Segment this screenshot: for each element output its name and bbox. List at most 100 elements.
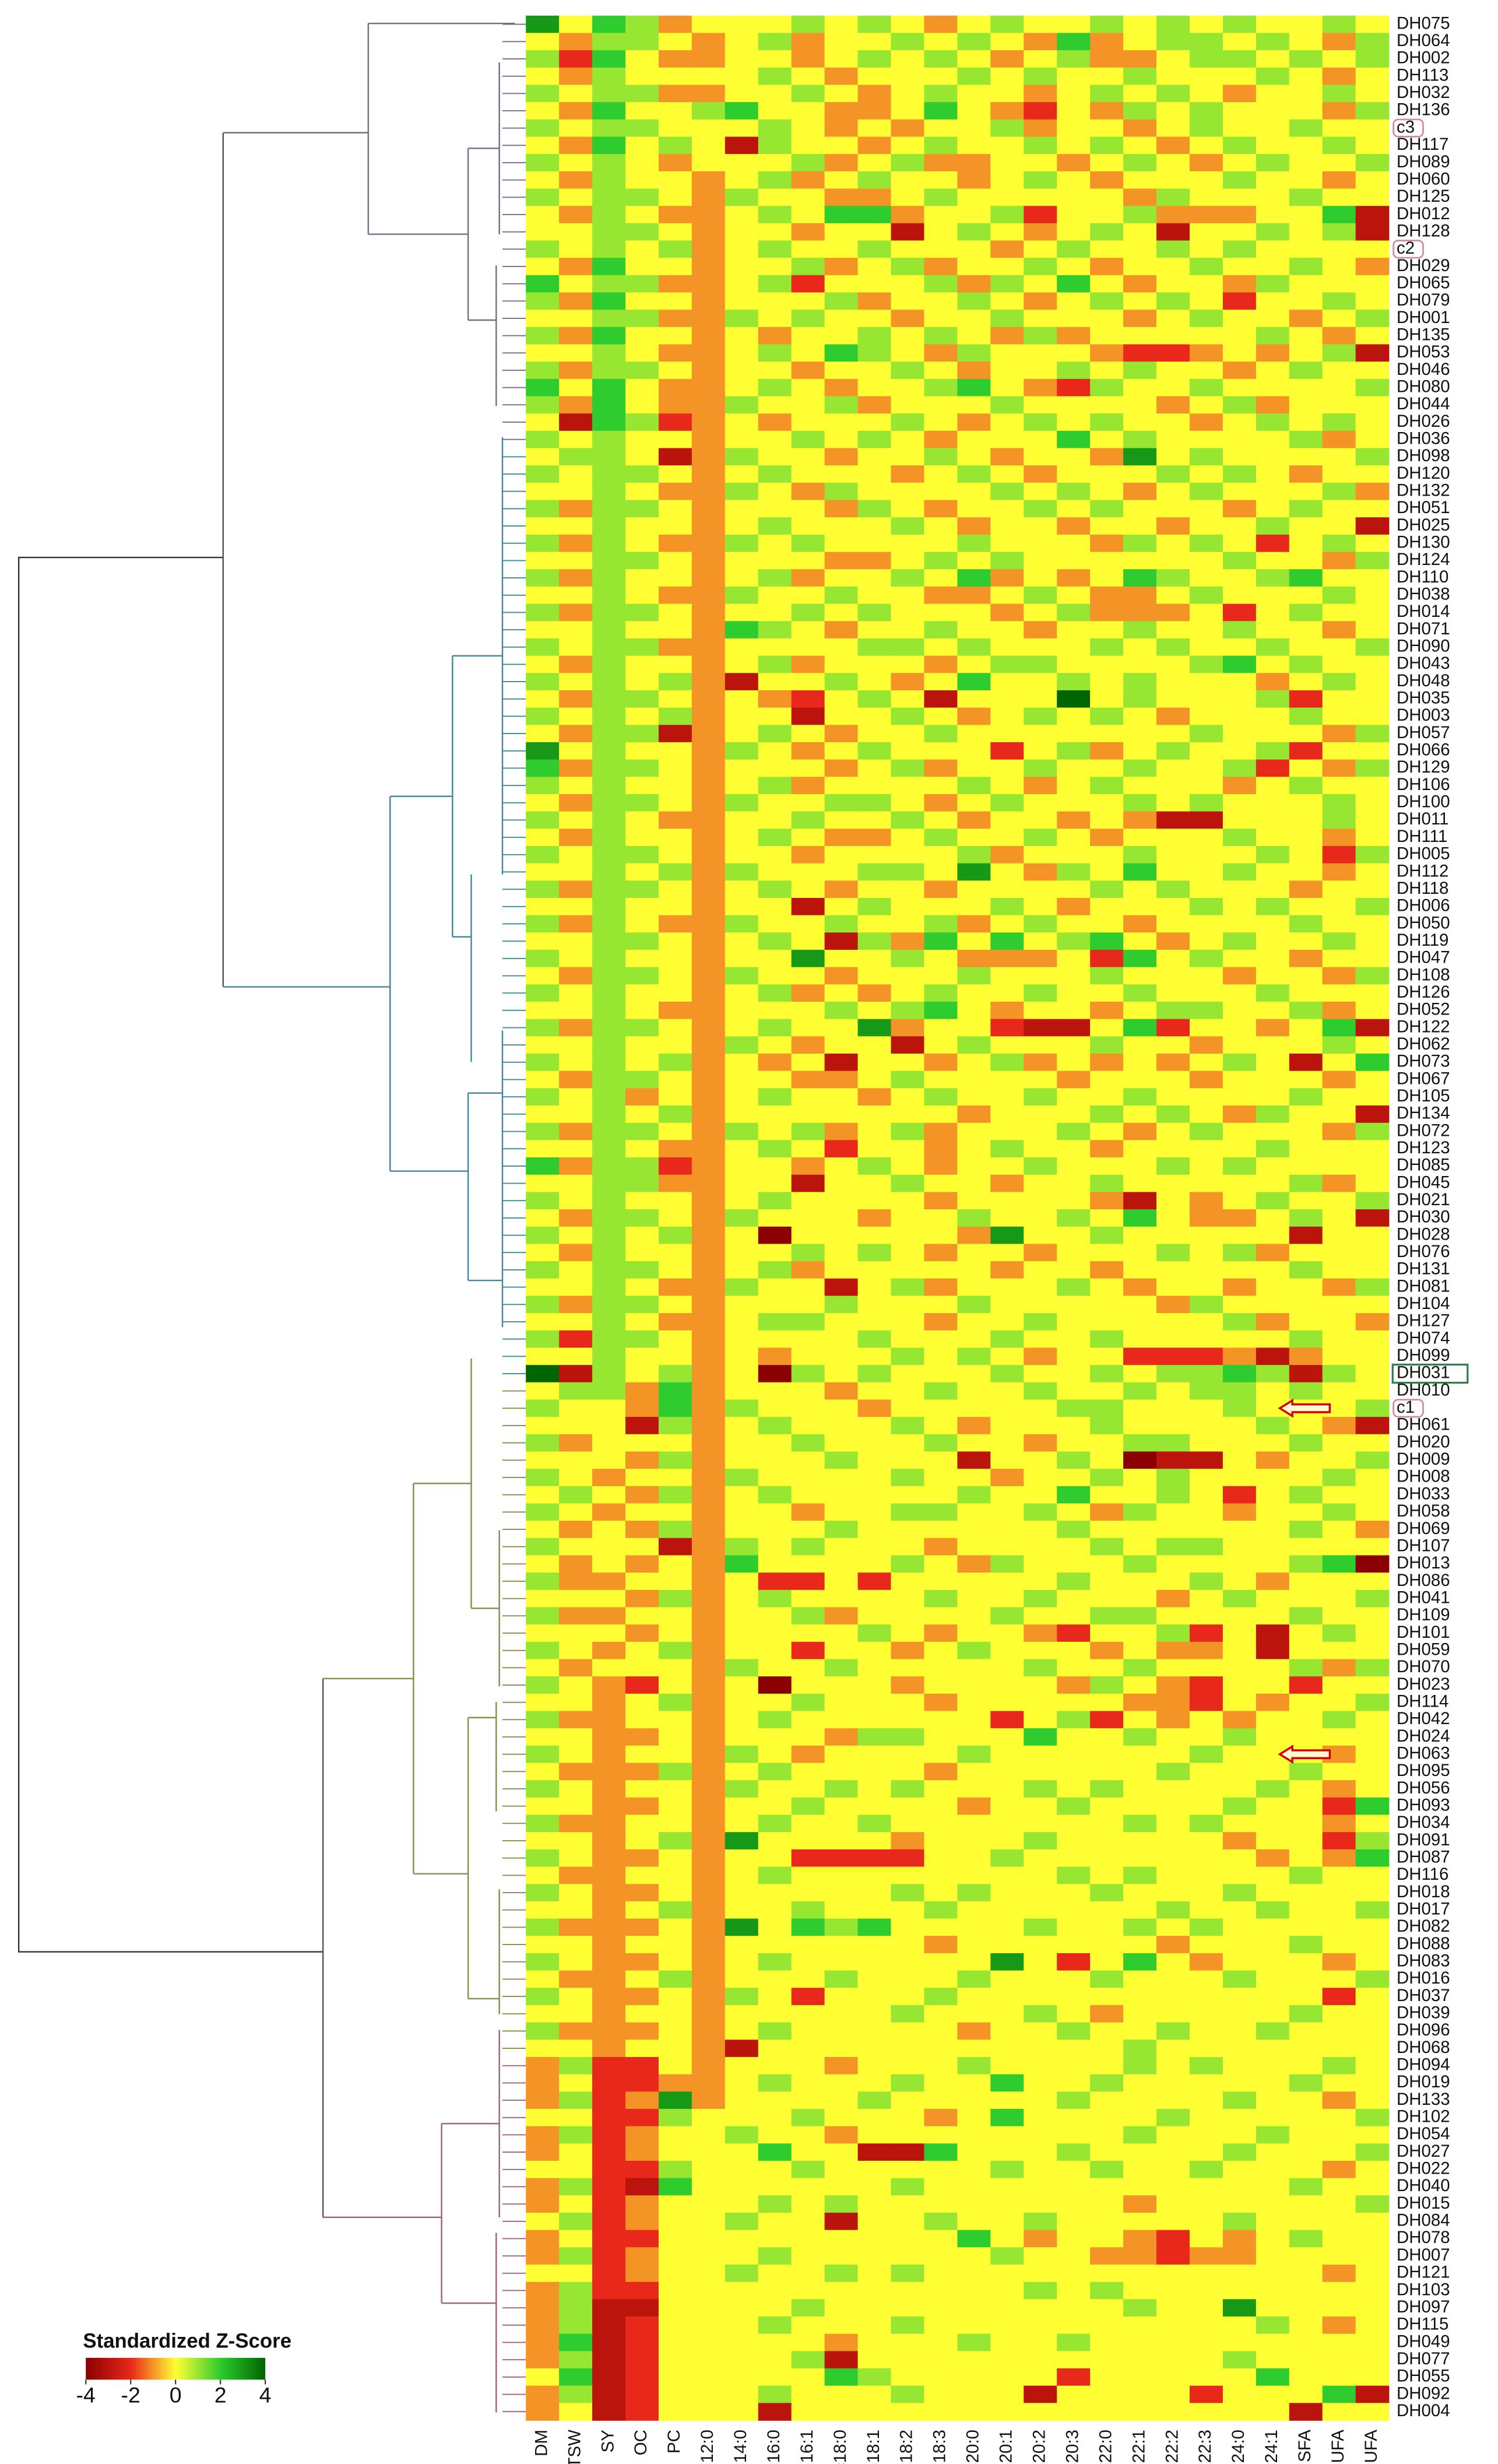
heatmap-cell bbox=[526, 845, 560, 864]
heatmap-cell bbox=[758, 1573, 792, 1591]
heatmap-cell bbox=[1289, 569, 1323, 587]
heatmap-cell bbox=[1024, 2178, 1058, 2196]
heatmap-cell bbox=[526, 707, 560, 726]
heatmap-cell bbox=[891, 500, 925, 518]
heatmap-cell bbox=[957, 1589, 991, 1608]
heatmap-cell bbox=[824, 1763, 859, 1781]
heatmap-cell bbox=[1222, 915, 1257, 933]
heatmap-cell bbox=[1057, 1573, 1091, 1591]
heatmap-cell bbox=[559, 1002, 593, 1020]
heatmap-cell bbox=[1222, 673, 1257, 691]
heatmap-cell bbox=[592, 1711, 626, 1729]
heatmap-cell bbox=[1090, 1019, 1124, 1037]
heatmap-cell bbox=[1123, 1711, 1157, 1729]
heatmap-cell bbox=[1355, 725, 1390, 743]
heatmap-cell bbox=[725, 1693, 759, 1712]
heatmap-cell bbox=[1189, 1105, 1223, 1124]
heatmap-cell bbox=[1256, 1122, 1290, 1141]
heatmap-cell bbox=[1090, 171, 1124, 189]
heatmap-cell bbox=[1024, 673, 1058, 691]
heatmap-cell bbox=[526, 690, 560, 708]
heatmap-cell bbox=[1355, 1434, 1390, 1452]
heatmap-cell bbox=[691, 1070, 726, 1089]
heatmap-cell bbox=[1024, 1469, 1058, 1487]
heatmap-cell bbox=[559, 932, 593, 950]
heatmap-cell bbox=[1090, 2403, 1124, 2421]
heatmap-cell bbox=[559, 33, 593, 51]
heatmap-cell bbox=[857, 1244, 892, 1262]
heatmap-cell bbox=[1024, 33, 1058, 51]
heatmap-cell bbox=[1222, 1122, 1257, 1141]
heatmap-cell bbox=[559, 500, 593, 518]
heatmap-cell bbox=[1289, 725, 1323, 743]
heatmap-cell bbox=[1322, 725, 1356, 743]
heatmap-cell bbox=[957, 811, 991, 830]
heatmap-cell bbox=[1090, 119, 1124, 138]
heatmap-cell bbox=[1289, 1832, 1323, 1850]
heatmap-cell bbox=[1156, 1745, 1190, 1764]
row-label: DH023 bbox=[1397, 1675, 1450, 1694]
heatmap-cell bbox=[990, 759, 1025, 778]
heatmap-cell bbox=[1090, 1953, 1124, 1971]
heatmap-cell bbox=[1024, 1607, 1058, 1625]
heatmap-cell bbox=[1090, 292, 1124, 310]
heatmap-cell bbox=[691, 2333, 726, 2352]
heatmap-cell bbox=[1355, 1157, 1390, 1175]
heatmap-cell bbox=[990, 1296, 1025, 1314]
heatmap-cell bbox=[1222, 119, 1257, 138]
heatmap-cell bbox=[758, 50, 792, 68]
heatmap-cell bbox=[1189, 1070, 1223, 1089]
cultivar-box bbox=[1392, 118, 1424, 138]
heatmap-cell bbox=[1256, 1970, 1290, 1989]
heatmap-cell bbox=[526, 1711, 560, 1729]
heatmap-cell bbox=[559, 1330, 593, 1349]
heatmap-cell bbox=[1322, 2299, 1356, 2317]
heatmap-cell bbox=[857, 1261, 892, 1279]
heatmap-cell bbox=[1024, 500, 1058, 518]
row-label: DH134 bbox=[1397, 1104, 1450, 1123]
heatmap-cell bbox=[526, 621, 560, 639]
heatmap-cell bbox=[691, 1936, 726, 1954]
heatmap-cell bbox=[1024, 1538, 1058, 1556]
heatmap-cell bbox=[1057, 2195, 1091, 2213]
heatmap-cell bbox=[592, 1417, 626, 1435]
row-label: DH020 bbox=[1397, 1432, 1450, 1451]
heatmap-cell bbox=[824, 1209, 859, 1227]
heatmap-cell bbox=[559, 1088, 593, 1106]
heatmap-cell bbox=[625, 396, 659, 415]
heatmap-cell bbox=[1256, 1002, 1290, 1020]
heatmap-cell bbox=[1289, 1797, 1323, 1816]
heatmap-cell bbox=[526, 413, 560, 431]
heatmap-cell bbox=[990, 1503, 1025, 1521]
heatmap-cell bbox=[891, 2108, 925, 2127]
heatmap-cell bbox=[791, 292, 825, 310]
heatmap-cell bbox=[857, 275, 892, 293]
heatmap-cell bbox=[924, 2195, 958, 2213]
heatmap-cell bbox=[1024, 1521, 1058, 1539]
heatmap-cell bbox=[1090, 1901, 1124, 1919]
row-label: DH064 bbox=[1397, 31, 1450, 50]
heatmap-cell bbox=[1256, 2212, 1290, 2231]
heatmap-cell bbox=[1090, 396, 1124, 415]
heatmap-cell bbox=[990, 1261, 1025, 1279]
heatmap-cell bbox=[559, 1105, 593, 1124]
heatmap-cell bbox=[957, 50, 991, 68]
heatmap-cell bbox=[1057, 1469, 1091, 1487]
heatmap-cell bbox=[1024, 1019, 1058, 1037]
heatmap-cell bbox=[1156, 1918, 1190, 1937]
heatmap-cell bbox=[1057, 707, 1091, 726]
heatmap-cell bbox=[1256, 67, 1290, 86]
heatmap-cell bbox=[1322, 1347, 1356, 1366]
heatmap-cell bbox=[824, 1140, 859, 1158]
heatmap-cell bbox=[725, 569, 759, 587]
heatmap-cell bbox=[725, 2282, 759, 2300]
heatmap-cell bbox=[1024, 154, 1058, 172]
heatmap-cell bbox=[1355, 378, 1390, 397]
heatmap-cell bbox=[725, 1970, 759, 1989]
heatmap-cell bbox=[1057, 2264, 1091, 2283]
heatmap-cell bbox=[625, 759, 659, 778]
heatmap-cell bbox=[625, 2195, 659, 2213]
heatmap-cell bbox=[725, 85, 759, 103]
heatmap-cell bbox=[1024, 725, 1058, 743]
heatmap-cell bbox=[1024, 1209, 1058, 1227]
